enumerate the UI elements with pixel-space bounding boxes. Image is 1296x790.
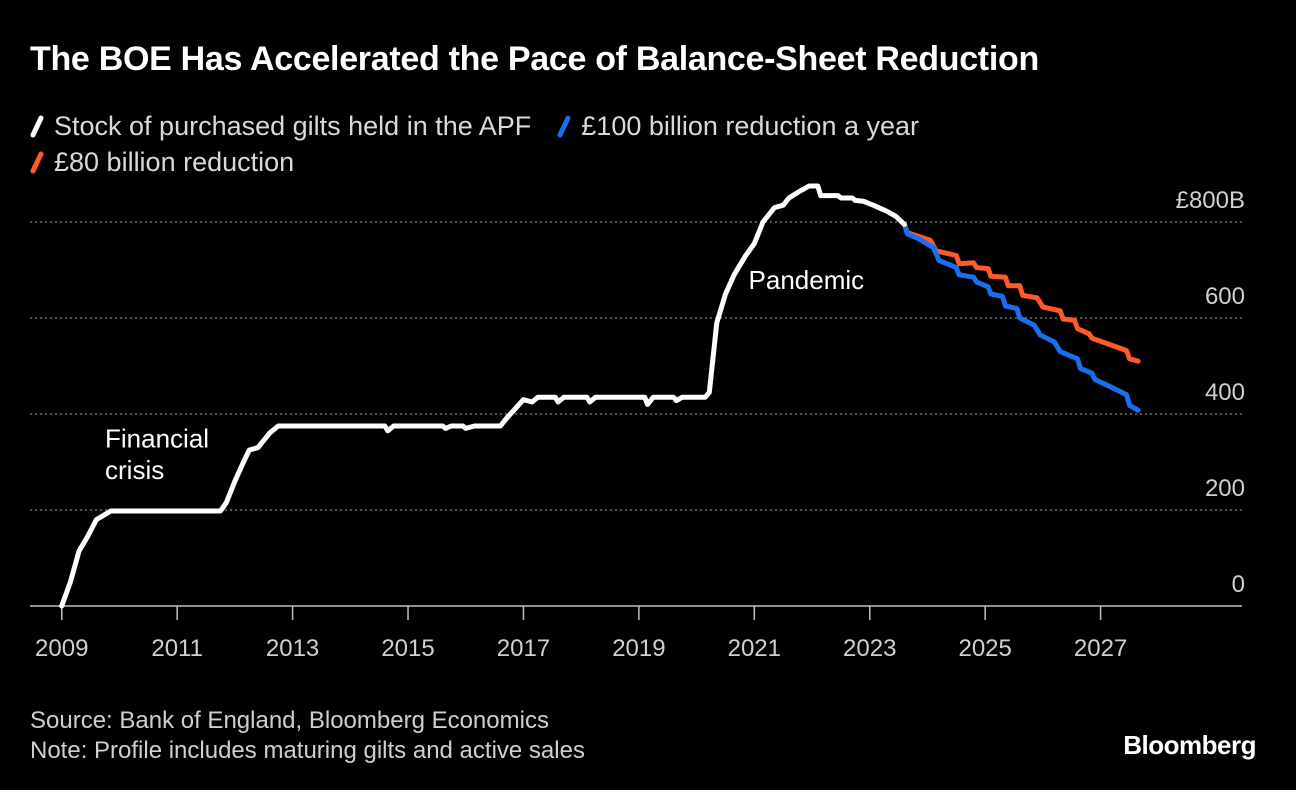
x-tick-label: 2021 bbox=[728, 635, 781, 662]
x-tick-label: 2013 bbox=[266, 635, 319, 662]
x-tick-label: 2009 bbox=[35, 635, 88, 662]
x-tick-label: 2011 bbox=[151, 635, 203, 662]
series-lines bbox=[59, 183, 1141, 609]
y-tick-label: 400 bbox=[1205, 379, 1245, 406]
legend-item-100b: £100 billion reduction a year bbox=[557, 111, 919, 142]
gridlines bbox=[30, 221, 1242, 511]
chart-title: The BOE Has Accelerated the Pace of Bala… bbox=[30, 40, 1039, 78]
x-axis: 2009 2011 2013 2015 2017 2019 2021 2023 2025 2027 bbox=[30, 605, 1242, 662]
profile-note: Note: Profile includes maturing gilts an… bbox=[30, 737, 585, 764]
legend: Stock of purchased gilts held in the APF… bbox=[30, 108, 945, 180]
series-line-0 bbox=[59, 183, 907, 609]
series-line-2 bbox=[901, 221, 1141, 364]
series-line-1 bbox=[901, 221, 1141, 413]
y-tick-label: 0 bbox=[1232, 571, 1245, 598]
legend-item-apf: Stock of purchased gilts held in the APF bbox=[30, 111, 531, 142]
x-tick-label: 2019 bbox=[612, 635, 665, 662]
annotation-label: Financial bbox=[105, 424, 209, 454]
x-tick-label: 2025 bbox=[958, 635, 1011, 662]
x-tick-label: 2017 bbox=[497, 635, 550, 662]
x-tick-label: 2027 bbox=[1074, 635, 1127, 662]
source-note: Source: Bank of England, Bloomberg Econo… bbox=[30, 707, 549, 734]
x-tick-label: 2023 bbox=[843, 635, 896, 662]
bloomberg-logo: Bloomberg bbox=[1123, 730, 1256, 760]
footer: Source: Bank of England, Bloomberg Econo… bbox=[30, 706, 585, 766]
y-axis: 0 200 400 600 £800B bbox=[1176, 187, 1245, 598]
annotation-label: crisis bbox=[105, 455, 164, 485]
annotation-label: Pandemic bbox=[749, 265, 865, 295]
x-tick-label: 2015 bbox=[381, 635, 434, 662]
legend-item-80b: £80 billion reduction bbox=[30, 147, 294, 178]
legend-label: Stock of purchased gilts held in the APF bbox=[54, 110, 532, 141]
legend-label: £100 billion reduction a year bbox=[581, 110, 920, 141]
y-tick-label: 200 bbox=[1205, 475, 1245, 502]
legend-swatch-white bbox=[30, 113, 44, 139]
legend-swatch-orange bbox=[30, 149, 44, 175]
y-tick-label: £800B bbox=[1176, 187, 1245, 214]
legend-label: £80 billion reduction bbox=[54, 146, 295, 177]
y-tick-label: 600 bbox=[1205, 283, 1245, 310]
legend-swatch-blue bbox=[557, 113, 571, 139]
